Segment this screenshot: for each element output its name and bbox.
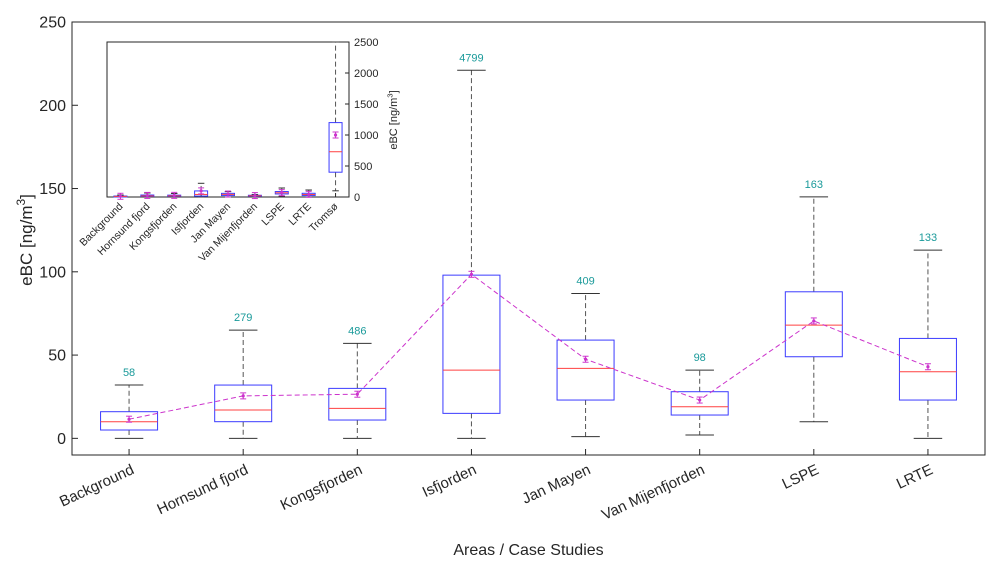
sample-count-label: 279 [234,312,252,324]
y-axis-label-sup: 3 [14,199,28,206]
x-tick-label: Van Mijenfjorden [599,461,707,524]
sample-count-label: 133 [919,232,937,244]
x-tick-label: Hornsund fjord [155,461,251,518]
mean-point [333,133,338,137]
box-group [221,190,235,198]
sample-count-label: 409 [576,275,594,287]
mean-point [118,194,123,198]
x-tick-label: LSPE [259,201,286,228]
sample-count-label: 58 [123,367,135,379]
box-group [556,292,615,438]
x-tick-label: Tromsø [307,200,341,234]
box-group [113,192,128,200]
mean-point [199,189,203,193]
box-group [328,342,387,439]
y-tick-label: 2500 [354,37,378,49]
mean-point [280,191,284,195]
y-axis-label-text: eBC [ng/m [388,98,400,150]
mean-point [307,192,311,196]
iqr-box [442,274,501,414]
mean-trend-line [128,273,929,420]
iqr-box [670,391,729,416]
mean-point [172,193,176,197]
plot-frame [71,21,986,456]
y-tick-label: 250 [39,15,66,32]
box-group [167,191,182,199]
y-axis-label-sup: 3 [386,93,395,97]
mean-point [355,392,359,396]
mean-point [253,193,257,198]
iqr-box [898,337,957,401]
x-tick-label: Kongsfjorden [278,461,365,514]
sample-count-label: 163 [805,179,823,191]
y-tick-label: 2000 [354,68,378,80]
iqr-box [556,339,615,401]
x-axis-label: Areas / Case Studies [453,542,603,559]
y-tick-label: 0 [354,192,360,204]
sample-count-label: 486 [348,325,366,337]
iqr-box [328,122,343,173]
y-tick-label: 150 [39,181,66,198]
iqr-box [328,387,387,421]
x-tick-label: Background [57,461,137,510]
box-group [898,249,957,439]
x-tick-label: Isfjorden [420,461,479,501]
y-tick-label: 1500 [354,99,378,111]
iqr-box [100,411,159,431]
y-axis-label-text: eBC [ng/m [17,206,36,286]
box-group [784,196,843,423]
y-tick-label: 50 [48,348,66,365]
box-group [670,369,729,436]
main-chart: 0 50 100 150 200 250 Background Hornsund fjord K… [14,15,986,559]
y-tick-label: 0 [57,431,66,448]
x-tick-label: LRTE [894,461,936,492]
box-group [247,192,262,200]
x-tick-label: LSPE [780,461,822,493]
mean-point [812,319,816,323]
iqr-box [784,291,843,358]
sample-count-label: 4799 [459,52,483,64]
box-group [328,41,343,192]
box-group [301,189,316,198]
y-axis-label-end: ] [17,194,36,199]
iqr-box [214,384,273,423]
y-axis-label: eBC [ng/m3] [14,194,36,286]
y-tick-label: 1000 [354,130,378,142]
box-group [100,384,159,439]
mean-point [226,192,230,196]
box-group [214,329,273,439]
y-tick-label: 500 [354,161,372,173]
box-group [194,182,209,198]
y-tick-label: 200 [39,98,66,115]
x-tick-label: Jan Mayen [520,461,594,507]
box-group [140,191,155,199]
y-axis-label: eBC [ng/m3] [386,90,400,149]
y-tick-label: 100 [39,264,66,281]
plot-frame [106,41,350,198]
mean-point [145,193,149,198]
sample-count-label: 98 [694,352,706,364]
box-group [274,187,289,197]
box-group [442,69,501,439]
y-axis-label-end: ] [388,90,400,93]
